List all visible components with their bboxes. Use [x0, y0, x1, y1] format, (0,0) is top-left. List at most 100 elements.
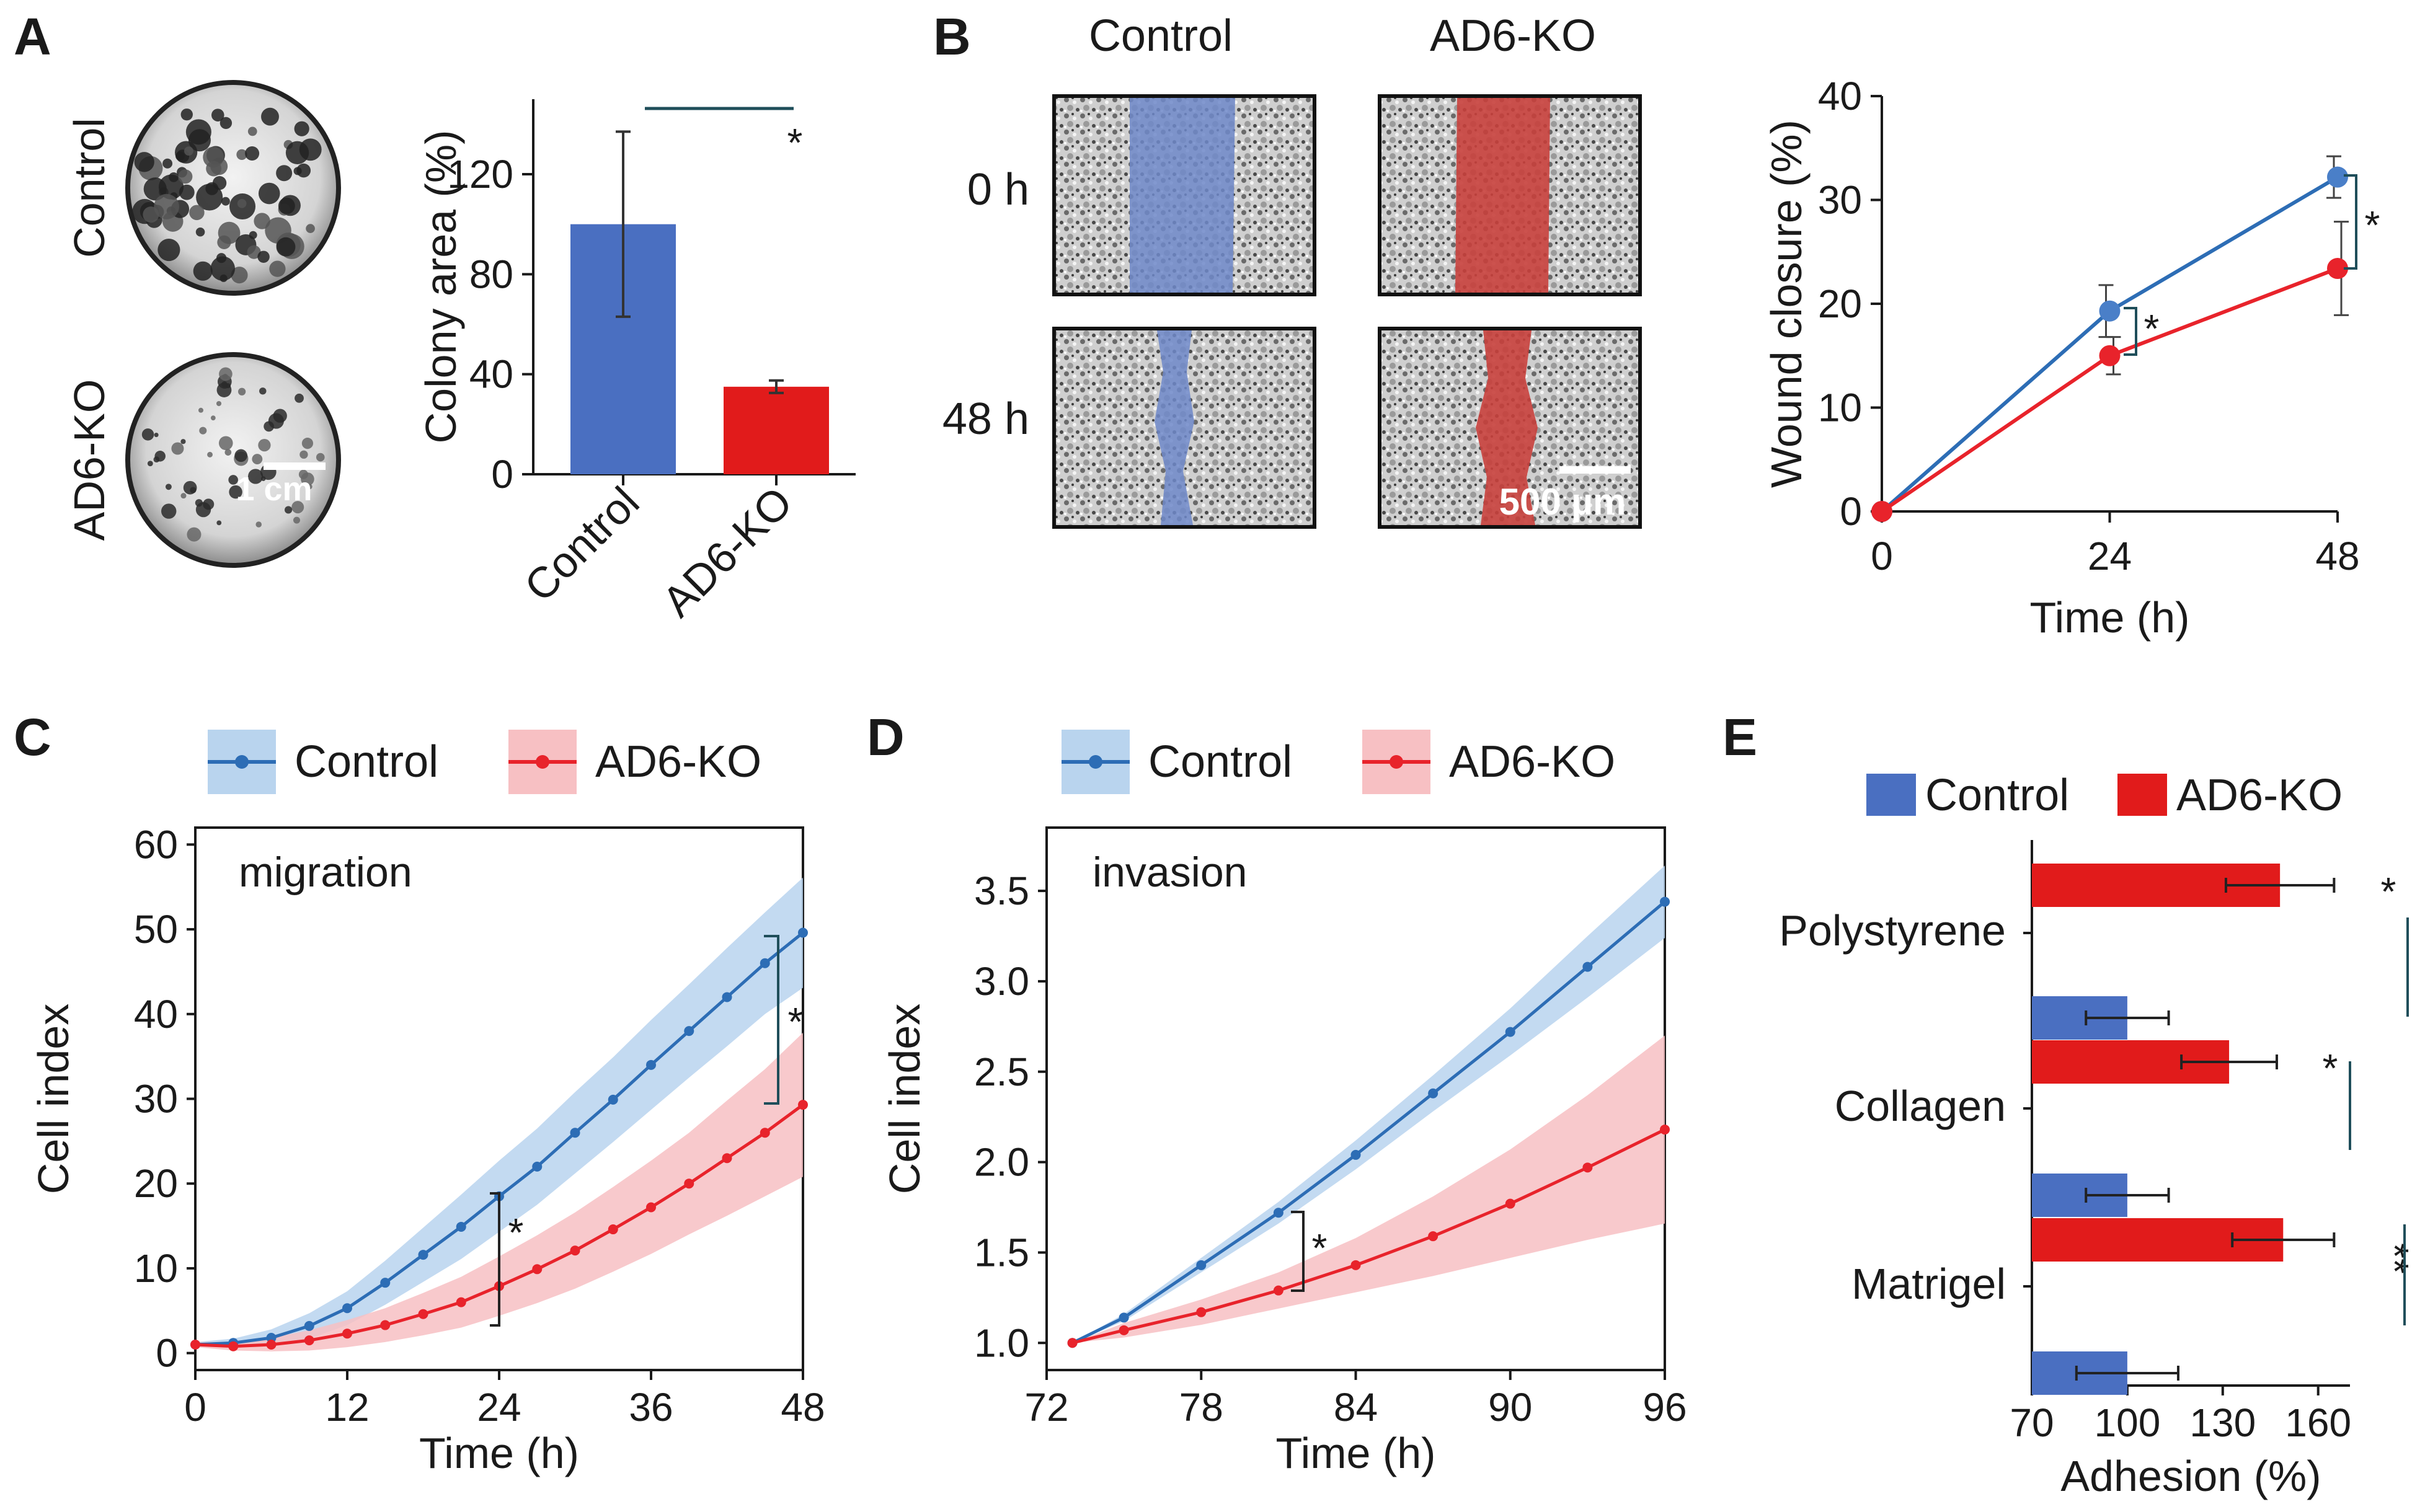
- d-ytick-label: 2.5: [974, 1050, 1029, 1094]
- colony-spot: [180, 493, 187, 499]
- colony-spot: [301, 438, 314, 449]
- d-point: [1350, 1260, 1361, 1270]
- colony-spot: [211, 108, 224, 122]
- c-x-axis-label: Time (h): [419, 1429, 579, 1477]
- colony-spot: [157, 239, 180, 262]
- photo-label-ko: AD6-KO: [65, 379, 113, 541]
- c-ytick-label: 50: [134, 907, 178, 952]
- wound-image-grid: Control AD6-KO 0 h 48 h 500 µm: [942, 11, 1642, 529]
- d-legend-marker-1: [1390, 755, 1403, 769]
- c-ytick-label: 0: [156, 1331, 178, 1376]
- e-x-axis-label: Adhesion (%): [2060, 1452, 2321, 1500]
- c-point: [608, 1224, 618, 1235]
- c-significance-bracket-48h: [764, 935, 779, 1105]
- colony-spot: [219, 274, 228, 282]
- c-xtick-label: 12: [325, 1385, 369, 1430]
- c-point: [646, 1059, 656, 1070]
- c-significance-star-24h: *: [508, 1210, 524, 1255]
- colony-spot: [165, 484, 172, 490]
- d-significance-star: *: [1312, 1226, 1328, 1270]
- scale-bar-label: 1 cm: [236, 471, 312, 508]
- c-point: [722, 1153, 732, 1164]
- photo-label-control: Control: [65, 118, 113, 258]
- colony-spot: [216, 400, 222, 407]
- d-point: [1582, 962, 1593, 972]
- a-y-axis-label: Colony area (%): [417, 130, 465, 444]
- d-xtick-label: 72: [1024, 1385, 1068, 1430]
- b-y-axis-label: Wound closure (%): [1762, 120, 1811, 488]
- wound-col-header-ko: AD6-KO: [1430, 11, 1596, 61]
- colony-spot: [162, 158, 173, 169]
- colony-spot: [247, 126, 257, 136]
- colony-spot: [203, 146, 224, 168]
- wound-col-header-control: Control: [1089, 11, 1233, 61]
- d-point: [1273, 1285, 1283, 1296]
- c-ytick-label: 10: [134, 1246, 178, 1291]
- colony-photo-group: Control AD6-KO 1 cm: [65, 80, 341, 568]
- c-point: [456, 1221, 466, 1232]
- colony-spot: [238, 387, 246, 396]
- colony-spot: [306, 224, 315, 233]
- colony-spot: [180, 439, 186, 444]
- wound-row-label-48h: 48 h: [942, 394, 1029, 444]
- d-point: [1067, 1338, 1078, 1348]
- colony-spot: [179, 184, 195, 200]
- colony-spot: [257, 250, 270, 263]
- c-significance-star-48h: *: [788, 999, 804, 1044]
- b-xtick-label: 0: [1871, 534, 1893, 578]
- d-ytick-label: 2.0: [974, 1140, 1029, 1185]
- colony-spot: [278, 197, 295, 214]
- b-significance-star-24h: *: [2144, 306, 2160, 351]
- c-point: [684, 1178, 694, 1189]
- c-xtick-label: 48: [781, 1385, 825, 1430]
- colony-spot: [199, 427, 207, 435]
- d-legend-marker-0: [1089, 755, 1102, 769]
- b-point-AD6-KO: [2327, 258, 2348, 280]
- colony-spot: [228, 475, 238, 485]
- c-ytick-label: 60: [134, 822, 178, 867]
- d-legend-label-1: AD6-KO: [1449, 737, 1615, 787]
- d-point: [1119, 1312, 1129, 1323]
- a-category-label-1: AD6-KO: [653, 477, 801, 626]
- b-point-AD6-KO: [1871, 501, 1892, 522]
- colony-spot: [195, 499, 203, 507]
- migration-chart: 0 10 20 30 40 50 60 0 12 24 36 48 Time (h) Cell index…: [29, 730, 825, 1477]
- invasion-chart: 1.0 1.5 2.0 2.5 3.0 3.5 72 78 84 90 96 Time (h) Cell…: [880, 730, 1687, 1477]
- c-xtick-label: 24: [477, 1385, 521, 1430]
- colony-spot: [254, 213, 270, 229]
- d-xtick-label: 78: [1179, 1385, 1223, 1430]
- colony-spot: [248, 469, 264, 484]
- d-point: [1273, 1208, 1283, 1218]
- d-y-axis-label: Cell index: [880, 1004, 929, 1194]
- colony-spot: [231, 267, 248, 284]
- d-point: [1196, 1260, 1207, 1270]
- d-xtick-label: 84: [1334, 1385, 1378, 1430]
- c-point: [760, 1128, 770, 1138]
- colony-spot: [236, 149, 247, 160]
- c-point: [228, 1341, 239, 1351]
- c-legend-label-0: Control: [295, 737, 438, 787]
- colony-spot: [216, 520, 222, 526]
- panel-label-b: B: [933, 7, 971, 66]
- a-bar-1: [724, 386, 829, 474]
- e-xtick-label: 70: [2010, 1400, 2054, 1445]
- colony-spot: [258, 182, 280, 205]
- colony-spot: [195, 227, 205, 237]
- c-point: [570, 1245, 580, 1256]
- colony-spot: [299, 450, 308, 459]
- b-ytick-label: 20: [1818, 281, 1862, 326]
- a-ytick-label: 0: [491, 452, 513, 497]
- e-legend-swatch-1: [2117, 774, 2167, 816]
- a-ytick-label: 80: [469, 252, 513, 296]
- colony-spot: [229, 485, 242, 499]
- e-category-label-0: Polystyrene: [1779, 906, 2006, 955]
- c-point: [380, 1320, 391, 1330]
- b-series-line-0: [1881, 175, 2339, 513]
- colony-spot: [171, 442, 184, 455]
- c-title: migration: [239, 849, 412, 896]
- c-point: [798, 1100, 808, 1110]
- d-point: [1196, 1307, 1207, 1317]
- colony-spot: [219, 117, 233, 130]
- colony-spot: [259, 387, 267, 395]
